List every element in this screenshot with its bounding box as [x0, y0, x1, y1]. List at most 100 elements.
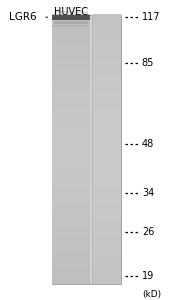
Bar: [52, 216, 90, 220]
Bar: [52, 149, 90, 153]
Bar: [52, 139, 90, 143]
Bar: [93, 172, 121, 176]
Text: 48: 48: [142, 139, 154, 149]
Bar: [52, 85, 90, 89]
Bar: [52, 98, 90, 103]
Bar: [93, 196, 121, 200]
Bar: [52, 15, 90, 20]
Bar: [93, 149, 121, 153]
Bar: [93, 88, 121, 92]
Bar: [52, 58, 90, 62]
Bar: [93, 270, 121, 274]
Bar: [93, 55, 121, 59]
Bar: [93, 257, 121, 261]
Bar: [52, 72, 90, 76]
Bar: [93, 169, 121, 173]
Bar: [52, 48, 90, 52]
Bar: [93, 260, 121, 264]
Bar: [93, 186, 121, 190]
Bar: [93, 176, 121, 180]
Bar: [52, 233, 90, 237]
Bar: [93, 166, 121, 170]
Bar: [54, 16, 88, 19]
Bar: [52, 115, 90, 119]
Bar: [52, 213, 90, 217]
Bar: [93, 233, 121, 237]
Bar: [52, 236, 90, 241]
Bar: [52, 146, 90, 150]
Bar: [93, 200, 121, 203]
Text: 19: 19: [142, 272, 154, 281]
Bar: [52, 122, 90, 126]
Bar: [52, 41, 90, 45]
Bar: [93, 277, 121, 281]
Bar: [52, 156, 90, 160]
Bar: [93, 38, 121, 42]
Bar: [52, 260, 90, 264]
Bar: [52, 166, 90, 170]
Text: 85: 85: [142, 58, 154, 68]
Bar: [93, 236, 121, 241]
Bar: [52, 193, 90, 197]
Bar: [52, 159, 90, 163]
Bar: [93, 230, 121, 234]
Bar: [52, 65, 90, 69]
Bar: [93, 112, 121, 116]
Bar: [93, 21, 121, 25]
Bar: [52, 78, 90, 82]
Bar: [93, 105, 121, 109]
Bar: [93, 95, 121, 99]
Text: HUVEC: HUVEC: [54, 8, 88, 17]
Bar: [93, 68, 121, 72]
Bar: [52, 15, 121, 284]
Bar: [52, 172, 90, 176]
Bar: [52, 270, 90, 274]
Bar: [52, 169, 90, 173]
Bar: [93, 25, 121, 28]
Bar: [93, 115, 121, 119]
Bar: [54, 11, 88, 13]
Bar: [52, 109, 90, 112]
Bar: [93, 78, 121, 82]
Bar: [93, 223, 121, 227]
Bar: [52, 230, 90, 234]
Bar: [52, 51, 90, 56]
Text: LGR6: LGR6: [9, 12, 36, 22]
Bar: [93, 119, 121, 123]
Bar: [52, 14, 90, 18]
Bar: [93, 45, 121, 49]
Bar: [93, 254, 121, 257]
Bar: [52, 45, 90, 49]
Bar: [52, 92, 90, 96]
Bar: [93, 226, 121, 230]
Bar: [52, 163, 90, 167]
Bar: [52, 280, 90, 284]
Bar: [52, 21, 90, 25]
Bar: [93, 102, 121, 106]
Bar: [52, 129, 90, 133]
Bar: [52, 105, 90, 109]
Bar: [52, 274, 90, 278]
Bar: [52, 31, 90, 35]
Bar: [52, 38, 90, 42]
Bar: [93, 203, 121, 207]
Bar: [52, 257, 90, 261]
Bar: [93, 14, 121, 18]
Bar: [93, 280, 121, 284]
Bar: [52, 250, 90, 254]
Bar: [93, 82, 121, 86]
Bar: [52, 88, 90, 92]
Bar: [54, 25, 88, 27]
Bar: [52, 68, 90, 72]
Bar: [52, 28, 90, 32]
Bar: [52, 102, 90, 106]
Bar: [52, 34, 90, 38]
Bar: [93, 58, 121, 62]
Bar: [93, 129, 121, 133]
Text: (kD): (kD): [142, 290, 161, 299]
Bar: [52, 203, 90, 207]
Bar: [52, 112, 90, 116]
Bar: [93, 51, 121, 56]
Bar: [93, 85, 121, 89]
Bar: [93, 142, 121, 146]
